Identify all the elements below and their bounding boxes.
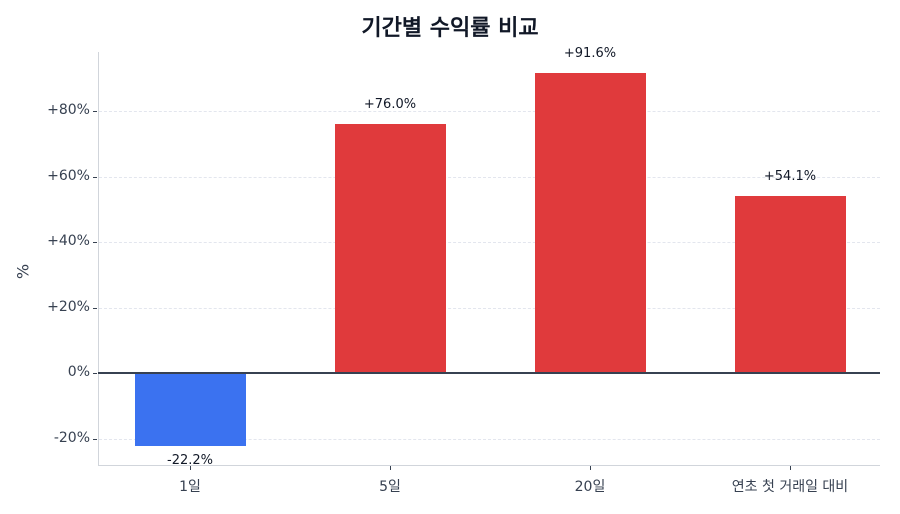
y-tick-label: +80%	[47, 102, 90, 118]
x-tick	[390, 466, 391, 470]
y-tick-label: +20%	[47, 298, 90, 315]
bar-value-label: +76.0%	[363, 97, 417, 113]
x-tick-label: 5일	[379, 479, 401, 495]
y-tick-label: -20%	[53, 429, 90, 446]
bar-2	[534, 72, 646, 374]
x-axis-line	[98, 465, 880, 466]
x-tick-label: 1일	[179, 479, 201, 495]
y-tick-label: 0%	[67, 364, 90, 381]
y-tick	[93, 176, 97, 178]
gridline	[99, 111, 880, 112]
zero-line	[98, 372, 880, 375]
x-tick	[190, 466, 191, 470]
x-tick-label: 연초 첫 거래일 대비	[731, 479, 849, 495]
y-tick-label: +60%	[47, 167, 90, 184]
plot-area: -20% 0% +20% +40% +60% +80% -22.2% 1일 +76.0% 5일 +9…	[47, 46, 880, 495]
chart-title: 기간별 수익률 비교	[361, 16, 539, 41]
x-tick	[590, 466, 591, 470]
y-tick	[93, 307, 97, 309]
gridline	[99, 307, 880, 309]
x-tick-label: 20일	[574, 479, 606, 495]
bar-value-label: -22.2%	[167, 452, 213, 468]
y-axis-line	[98, 52, 99, 465]
gridline	[99, 242, 880, 244]
bar-0	[134, 373, 246, 446]
gridline	[99, 176, 880, 178]
y-tick-label: +40%	[47, 233, 90, 250]
bar-value-label: +91.6%	[563, 45, 617, 61]
x-tick	[790, 466, 791, 470]
y-tick	[93, 438, 97, 440]
y-tick	[93, 242, 97, 244]
bar-1	[334, 124, 446, 374]
y-tick	[93, 373, 97, 375]
bar-3	[734, 195, 846, 374]
bar-value-label: +54.1%	[763, 168, 817, 184]
y-tick	[93, 111, 97, 112]
gridline	[99, 438, 880, 440]
y-axis-label: %	[13, 263, 33, 280]
